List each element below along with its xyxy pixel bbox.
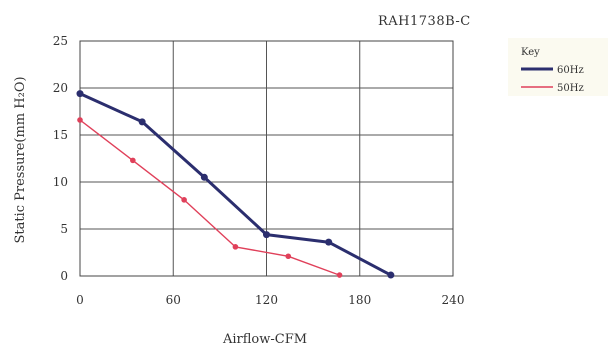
data-point-60hz [387,271,395,279]
x-tick-label: 240 [442,293,465,307]
y-tick-label: 0 [60,269,68,283]
data-point-50hz [181,197,187,203]
data-point-50hz [285,253,292,260]
grid [79,40,454,277]
series-line-60hz [78,92,393,277]
y-axis-label: Static Pressure(mm H₂O) [13,76,28,243]
x-axis-label: Airflow-CFM [222,332,307,347]
y-tick-label: 15 [53,128,68,142]
data-point-50hz [77,117,83,123]
data-point-60hz [138,118,146,126]
legend-label-50hz: 50Hz [557,83,584,94]
legend-label-60hz: 60Hz [557,65,584,76]
x-tick-label: 0 [76,293,84,307]
y-tick-label: 5 [60,222,68,236]
series-layer [76,90,395,279]
chart-title: RAH1738B-C [378,14,471,29]
x-tick-label: 120 [255,293,278,307]
x-tick-label: 60 [166,293,181,307]
data-point-60hz [76,90,84,98]
x-axis-ticks: 0 60 120 180 240 [76,293,464,307]
data-point-50hz [232,244,239,250]
data-point-60hz [200,173,208,181]
y-tick-label: 20 [53,81,68,95]
legend-title: Key [521,47,540,58]
data-point-60hz [325,238,333,246]
x-tick-label: 180 [348,293,371,307]
data-point-50hz [130,157,136,164]
data-point-50hz [336,272,343,278]
plot-frame [79,40,454,277]
legend: Key 60Hz 50Hz [508,38,608,96]
series-line-50hz [79,119,341,276]
y-axis-ticks: 0 5 10 15 20 25 [53,34,68,283]
y-tick-label: 10 [53,175,68,189]
y-tick-label: 25 [53,34,68,48]
data-point-60hz [263,231,270,239]
